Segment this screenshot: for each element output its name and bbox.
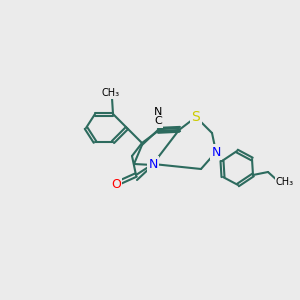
Text: C: C [154, 116, 162, 126]
Text: N: N [148, 158, 158, 170]
Text: N: N [154, 107, 162, 117]
Text: CH₃: CH₃ [101, 88, 120, 98]
Text: S: S [192, 110, 200, 124]
Text: O: O [111, 178, 121, 190]
Text: N: N [211, 146, 221, 158]
Text: CH₃: CH₃ [276, 177, 294, 187]
